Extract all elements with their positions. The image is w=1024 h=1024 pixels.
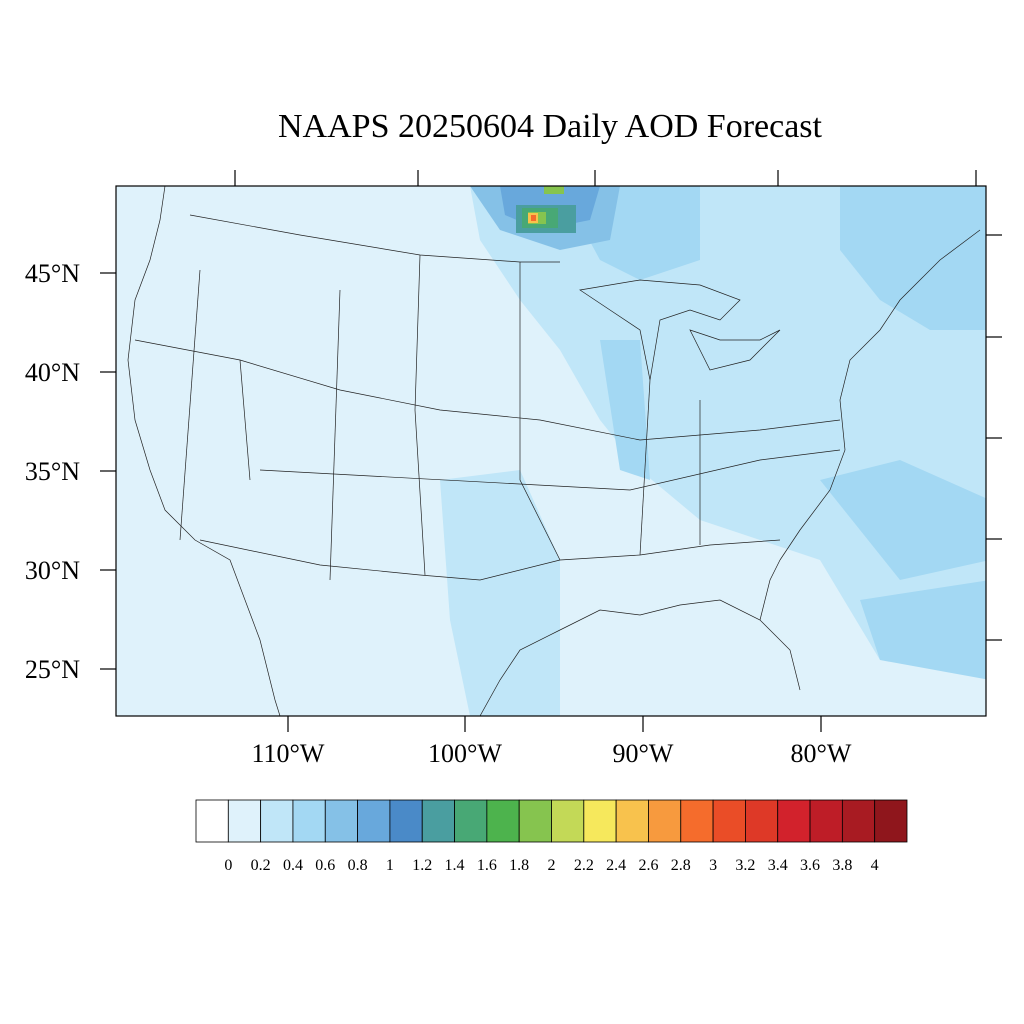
colorbar-label: 4 xyxy=(871,857,879,874)
colorbar-label: 1 xyxy=(386,857,394,874)
lat-label: 40°N xyxy=(25,358,80,387)
lon-label: 110°W xyxy=(252,739,325,768)
colorbar-swatch xyxy=(551,799,585,843)
colorbar-swatch xyxy=(615,799,649,843)
map-title: NAAPS 20250604 Daily AOD Forecast xyxy=(278,108,822,145)
colorbar-swatch xyxy=(680,799,714,843)
colorbar-label: 3.6 xyxy=(800,857,820,874)
colorbar-label: 2.2 xyxy=(574,857,594,874)
colorbar-label: 2.4 xyxy=(606,857,626,874)
colorbar-swatch xyxy=(292,799,326,843)
lat-label: 30°N xyxy=(25,556,80,585)
colorbar-swatch xyxy=(324,799,358,843)
colorbar-swatch xyxy=(518,799,552,843)
colorbar-swatch xyxy=(486,799,520,843)
lat-label: 35°N xyxy=(25,457,80,486)
lat-label: 45°N xyxy=(25,259,80,288)
colorbar-swatch xyxy=(777,799,811,843)
colorbar-label: 0.8 xyxy=(348,857,368,874)
colorbar-label: 2 xyxy=(548,857,556,874)
colorbar-swatch xyxy=(745,799,779,843)
aod-field xyxy=(116,186,986,716)
lon-label: 90°W xyxy=(613,739,674,768)
geographic-boundaries xyxy=(127,186,981,716)
colorbar-label: 2.6 xyxy=(638,857,658,874)
map-ticks xyxy=(100,170,1002,732)
colorbar-swatch xyxy=(809,799,843,843)
colorbar-swatch xyxy=(583,799,617,843)
colorbar-swatch xyxy=(195,799,229,843)
colorbar-label: 3.8 xyxy=(832,857,852,874)
lat-label: 25°N xyxy=(25,655,80,684)
colorbar-swatch xyxy=(712,799,746,843)
colorbar-label: 3.4 xyxy=(768,857,788,874)
colorbar-label: 1.2 xyxy=(412,857,432,874)
colorbar-swatch xyxy=(260,799,294,843)
colorbar-swatch xyxy=(841,799,876,843)
colorbar-swatch xyxy=(227,799,262,843)
lon-label: 80°W xyxy=(791,739,852,768)
colorbar-label: 0.6 xyxy=(315,857,335,874)
colorbar-label: 1.4 xyxy=(445,857,465,874)
colorbar-swatch xyxy=(421,799,455,843)
colorbar-swatch xyxy=(454,799,488,843)
colorbar-swatch xyxy=(874,799,908,843)
map-frame xyxy=(115,185,987,717)
longitude-labels: 110°W 100°W 90°W 80°W xyxy=(252,739,852,768)
colorbar-label: 0.2 xyxy=(251,857,271,874)
colorbar: 0 0.2 0.4 0.6 0.8 1 1.2 1.4 1.6 1.8 2 2.2 2.4 2.6 2.8 3… xyxy=(195,799,908,874)
colorbar-label: 3 xyxy=(709,857,717,874)
colorbar-swatch xyxy=(389,799,423,843)
lon-label: 100°W xyxy=(428,739,502,768)
colorbar-label: 3.2 xyxy=(735,857,755,874)
latitude-labels: 45°N 40°N 35°N 30°N 25°N xyxy=(25,259,80,684)
colorbar-label: 0.4 xyxy=(283,857,303,874)
colorbar-label: 2.8 xyxy=(671,857,691,874)
colorbar-swatch xyxy=(648,799,682,843)
colorbar-label: 0 xyxy=(224,857,232,874)
colorbar-label: 1.6 xyxy=(477,857,497,874)
colorbar-label: 1.8 xyxy=(509,857,529,874)
colorbar-swatch xyxy=(357,799,391,843)
